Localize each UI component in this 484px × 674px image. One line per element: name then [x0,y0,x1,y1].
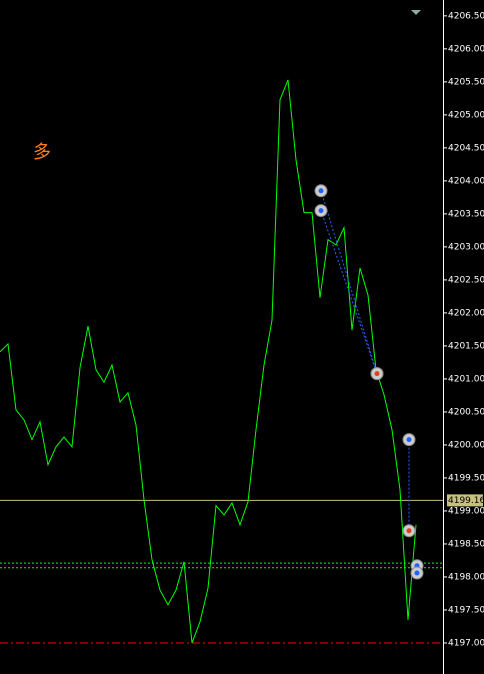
y-tick-label: 4202.00 [448,308,484,318]
y-tick-label: 4206.00 [448,44,484,54]
trade-link [320,190,378,374]
y-tick-label: 4202.50 [448,275,484,285]
y-tick-label: 4205.00 [448,110,484,120]
y-tick-label: 4201.50 [448,341,484,351]
y-tick-label: 4198.00 [448,572,484,582]
price-line-series [0,79,417,644]
trade-marker-dot [318,208,324,214]
trade-marker-dot [414,570,420,576]
scroll-marker [411,10,421,15]
y-tick-label: 4204.50 [448,143,484,153]
annotation: 多 [33,142,51,163]
y-tick-label: 4206.50 [448,11,484,21]
y-tick-label: 4197.50 [448,605,484,615]
trade-marker-dot [406,528,412,534]
y-tick-label: 4200.50 [448,407,484,417]
y-tick-label: 4199.00 [448,506,484,516]
price-label: 4199.16 [448,496,484,506]
y-tick-label: 4203.50 [448,209,484,219]
y-tick-label: 4197.00 [448,638,484,648]
y-tick-label: 4204.00 [448,176,484,186]
trade-marker-dot [406,437,412,443]
y-tick-label: 4205.50 [448,77,484,87]
price-label-bg [447,494,483,507]
y-tick-label: 4198.50 [448,539,484,549]
y-tick-label: 4201.00 [448,374,484,384]
trade-marker-dot [374,371,380,377]
trade-link [320,210,378,374]
trade-marker-dot [318,188,324,194]
y-tick-label: 4203.00 [448,242,484,252]
y-tick-label: 4199.50 [448,473,484,483]
y-tick-label: 4200.00 [448,440,484,450]
